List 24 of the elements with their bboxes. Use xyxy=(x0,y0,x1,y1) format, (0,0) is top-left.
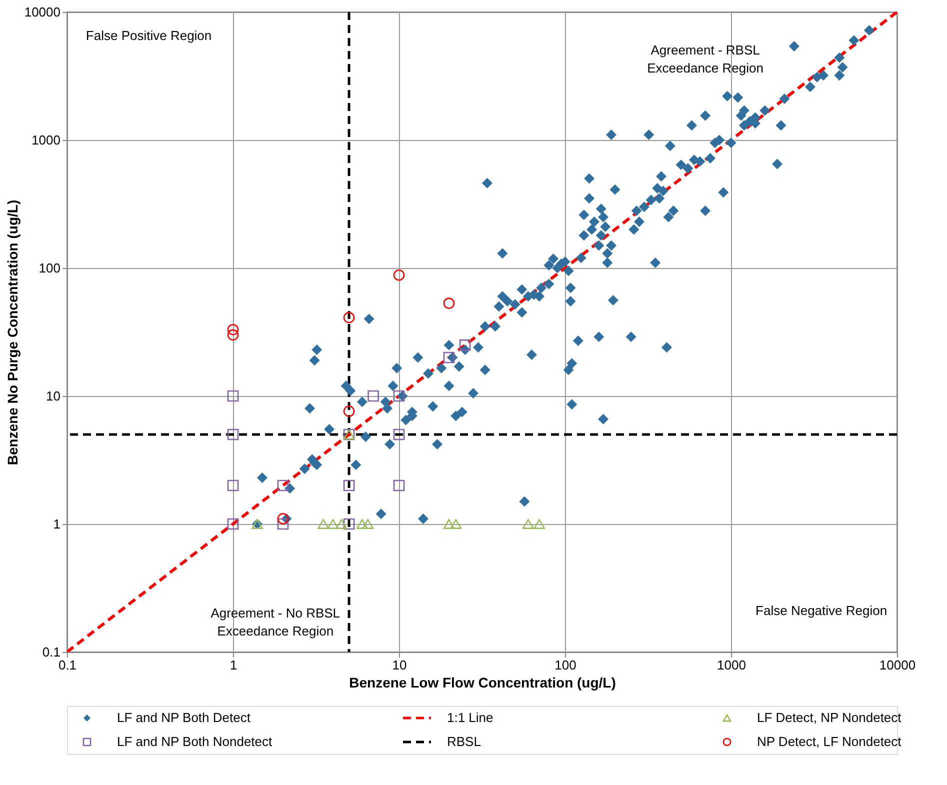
x-tick-label: 10000 xyxy=(879,658,916,672)
x-tick-label: 1 xyxy=(230,658,238,672)
legend-label: LF and NP Both Nondetect xyxy=(117,734,273,749)
annotation: Agreement - RBSL Exceedance Region xyxy=(647,42,764,76)
x-tick-label: 10 xyxy=(392,658,407,672)
y-tick-label: 10 xyxy=(46,388,60,404)
annotation: False Negative Region xyxy=(756,602,888,618)
y-tick-label: 1 xyxy=(53,516,60,532)
legend-label: LF and NP Both Detect xyxy=(117,710,251,725)
x-tick-label: 0.1 xyxy=(58,658,77,672)
x-axis-title: Benzene Low Flow Concentration (ug/L) xyxy=(349,674,616,690)
annotation: False Positive Region xyxy=(86,28,212,43)
legend-label: NP Detect, LF Nondetect xyxy=(757,734,902,749)
legend-label: RBSL xyxy=(447,734,481,749)
x-tick-label: 1000 xyxy=(717,658,746,672)
y-tick-label: 1000 xyxy=(32,132,60,148)
y-tick-label: 0.1 xyxy=(42,644,60,660)
legend-label: 1:1 Line xyxy=(447,710,494,725)
y-tick-label: 10000 xyxy=(24,4,60,20)
y-axis-title: Benzene No Purge Concentration (ug/L) xyxy=(4,200,20,466)
y-tick-label: 100 xyxy=(38,260,60,276)
annotation: Agreement - No RBSL Exceedance Region xyxy=(210,605,340,638)
x-tick-label: 100 xyxy=(554,658,576,672)
legend-label: LF Detect, NP Nondetect xyxy=(757,710,902,725)
